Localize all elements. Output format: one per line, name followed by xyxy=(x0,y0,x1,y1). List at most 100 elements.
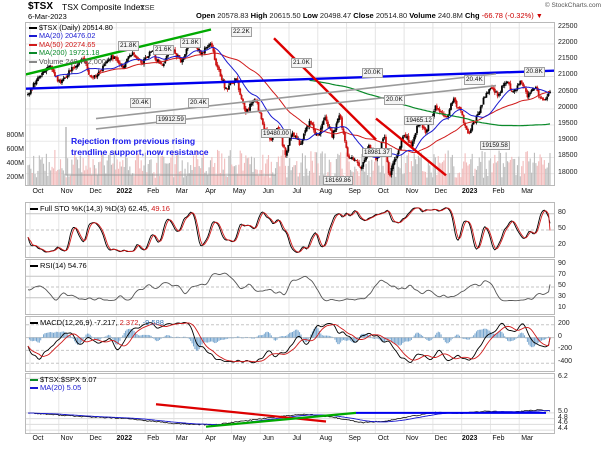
x-axis-tick-label: May xyxy=(232,188,247,195)
macd-axis-tick: -400 xyxy=(558,358,573,366)
price-annotation-label: 19465.12 xyxy=(404,116,434,125)
x-axis-tick-label: 2022 xyxy=(116,435,133,442)
close-value: 20514.80 xyxy=(375,11,408,20)
x-axis-tick-label: Mar xyxy=(521,435,534,442)
open-value: 20578.83 xyxy=(217,11,249,20)
price-level-tag: 21.8K xyxy=(180,38,201,48)
x-axis-tick-label: 2023 xyxy=(461,188,478,195)
sto-axis-tick: 80 xyxy=(558,208,566,216)
ratio-axis-tick: 4.6 xyxy=(558,419,568,427)
x-axis-tick-label: Nov xyxy=(405,188,419,195)
sto-legend-label: Full STO %K(14,3) %D(3) xyxy=(40,204,127,213)
price-swatch-icon xyxy=(29,27,37,30)
price-annotation-label: 18169.86 xyxy=(323,176,353,185)
chart-annotation-text: Rejection from previous rising trendline… xyxy=(71,136,209,157)
ratio-legend-label: $TSX:$SPX 5.07 xyxy=(40,375,97,384)
macd-axis-tick: 0 xyxy=(558,332,562,340)
volume-axis-tick: 800M xyxy=(6,132,24,139)
x-axis-tick-label: Jul xyxy=(292,188,302,195)
chart-header: $TSX TSX Composite Index TSE 6-Mar-2023 … xyxy=(0,0,605,22)
macd-axis-tick: -200 xyxy=(558,345,573,353)
exchange-label: TSE xyxy=(140,3,155,12)
x-axis-tick-label: Mar xyxy=(521,188,534,195)
price-axis-tick: 18000 xyxy=(558,168,578,176)
x-axis-tick-label: Oct xyxy=(32,188,44,195)
stockcharts-brand: © StockCharts.com xyxy=(544,2,601,9)
price-axis-tick: 21500 xyxy=(558,55,578,63)
macd-plot xyxy=(26,317,554,371)
ratio-svg xyxy=(26,374,554,433)
price-panel[interactable]: $TSX (Daily) 20514.80 MA(20) 20476.02 MA… xyxy=(25,22,555,186)
rsi-legend: RSI(14) 54.76 xyxy=(30,261,87,270)
x-axis-tick-label: Nov xyxy=(60,188,73,195)
x-axis-tick-label: Feb xyxy=(147,188,160,195)
price-axis-tick: 19500 xyxy=(558,120,578,128)
ma200-swatch-icon xyxy=(29,52,37,55)
price-legend: $TSX (Daily) 20514.80 MA(20) 20476.02 MA… xyxy=(29,23,113,66)
rsi-axis-tick: 10 xyxy=(558,303,566,311)
price-level-tag: 21.8K xyxy=(118,41,139,51)
high-label: High xyxy=(250,11,268,20)
volume-swatch-icon xyxy=(29,60,37,63)
x-axis-tick-label: Feb xyxy=(492,188,505,195)
price-level-tag: 20.8K xyxy=(524,67,545,77)
volume-axis-tick: 200M xyxy=(6,174,24,181)
volume-axis-tick: 600M xyxy=(6,146,24,153)
ratio-ma-label: MA(20) 5.05 xyxy=(40,383,82,392)
x-axis-tick-label: 2023 xyxy=(461,435,478,442)
x-axis-tick-label: Apr xyxy=(205,188,217,195)
volume-label: Volume xyxy=(409,11,436,20)
symbol-ticker: $TSX xyxy=(28,1,54,12)
ratio-axis-tick: 4.8 xyxy=(558,413,568,421)
x-axis-tick-label: Mar xyxy=(175,188,188,195)
price-axis-tick: 19000 xyxy=(558,136,578,144)
quote-date: 6-Mar-2023 xyxy=(28,12,67,21)
low-label: Low xyxy=(302,11,318,20)
price-plot xyxy=(26,23,554,185)
x-axis-tick-label: Sep xyxy=(348,435,361,442)
price-svg xyxy=(26,23,554,185)
x-axis-tick-label: 2022 xyxy=(116,188,133,195)
x-axis-tick-label: Mar xyxy=(175,435,188,442)
x-axis-tick-label: Dec xyxy=(434,435,448,442)
price-axis-tick: 20000 xyxy=(558,103,578,111)
low-value: 20498.47 xyxy=(319,11,352,20)
x-axis-tick-label: Dec xyxy=(89,188,102,195)
price-annotation-label: 19159.58 xyxy=(480,141,510,150)
legend-ma20: MA(20) 20476.02 xyxy=(39,31,96,41)
x-axis-tick-label: Oct xyxy=(32,435,44,442)
rsi-axis-tick: 90 xyxy=(558,260,566,268)
macd-value: -7.217 xyxy=(94,318,116,327)
x-axis-tick-label: Dec xyxy=(434,188,448,195)
x-axis-tick-label: Dec xyxy=(89,435,102,442)
macd-signal-value: 2.372 xyxy=(119,318,139,327)
rsi-panel[interactable]: RSI(14) 54.76 xyxy=(25,259,555,315)
macd-panel[interactable]: MACD(12,26,9) -7.217, 2.372, -9.588 xyxy=(25,316,555,372)
x-axis-tick-label: Apr xyxy=(205,435,217,442)
macd-svg xyxy=(26,317,554,371)
x-axis-tick-label: Oct xyxy=(377,435,389,442)
x-axis-bottom: Oct Nov Dec 2022 Feb Mar Apr May Jun Jul Aug Sep Oct… xyxy=(25,435,555,447)
price-annotation-label: 19480.00 xyxy=(261,129,291,138)
ma20-swatch-icon xyxy=(29,35,37,38)
sto-axis-tick: 50 xyxy=(558,225,566,232)
ratio-panel[interactable]: $TSX:$SPX 5.07 MA(20) 5.05 xyxy=(25,373,555,434)
price-axis-tick: 22500 xyxy=(558,22,578,30)
close-label: Close xyxy=(353,11,374,20)
sto-svg xyxy=(26,203,554,257)
ratio-axis-tick: 6.2 xyxy=(558,373,568,381)
rsi-axis-tick: 50 xyxy=(558,282,566,289)
x-axis-tick-label: Jul xyxy=(292,435,302,442)
ratio-legend: $TSX:$SPX 5.07 xyxy=(30,375,97,384)
volume-value: 240.8M xyxy=(437,11,463,20)
price-annotation-label: 19912.59 xyxy=(156,115,186,124)
volume-axis-tick: 400M xyxy=(6,160,24,167)
price-level-tag: 21.6K xyxy=(153,45,174,55)
ma50-swatch-icon xyxy=(29,43,37,46)
macd-swatch-icon xyxy=(30,322,38,325)
ratio-swatch-icon xyxy=(30,379,38,382)
stochastic-panel[interactable]: Full STO %K(14,3) %D(3) 62.45, 49.16 xyxy=(25,202,555,258)
rsi-legend-label: RSI(14) 54.76 xyxy=(40,261,87,270)
rsi-axis-tick: 70 xyxy=(558,271,566,279)
